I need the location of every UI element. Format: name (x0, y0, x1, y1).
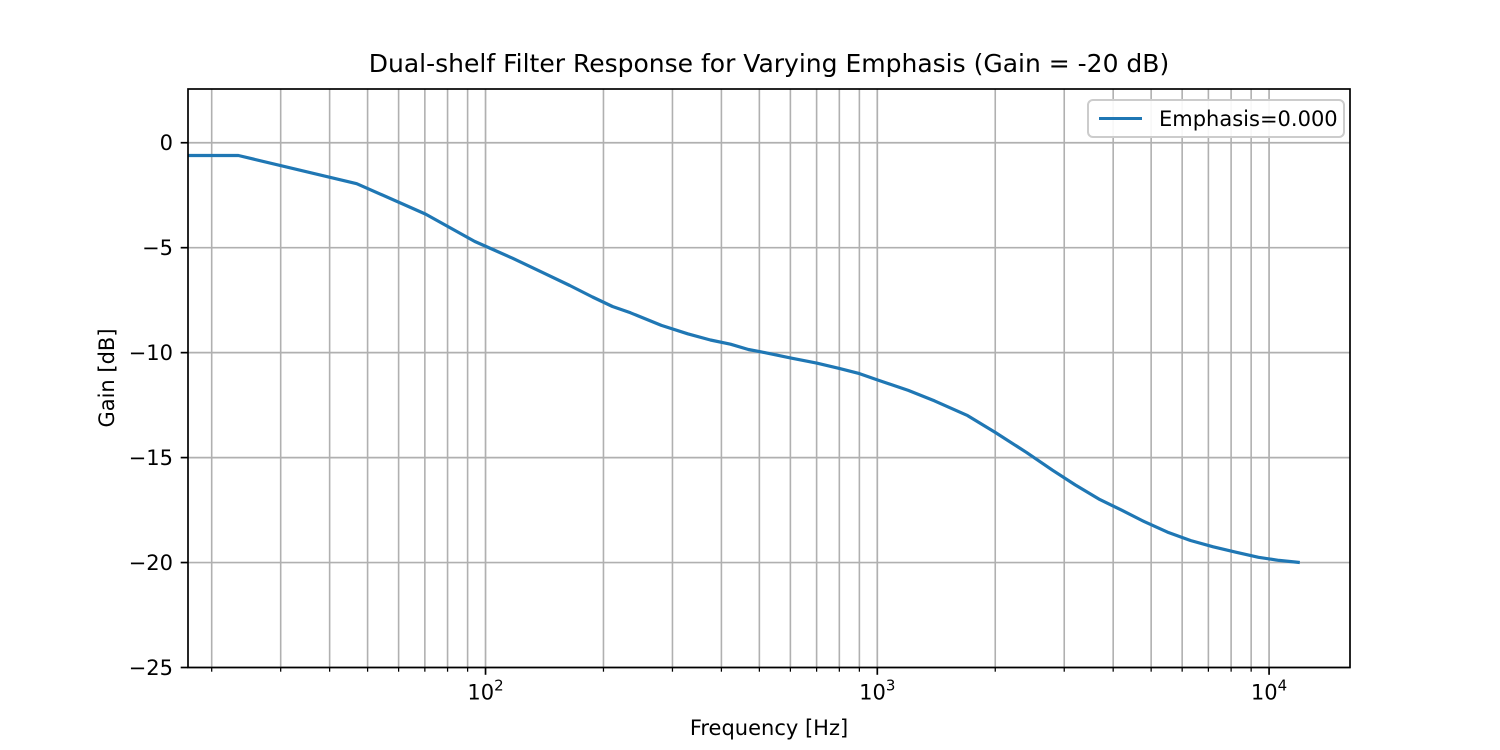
y-tick-label: 0 (160, 131, 173, 155)
chart-title: Dual-shelf Filter Response for Varying E… (368, 49, 1170, 78)
filter-response-line (188, 153, 1300, 565)
legend-line-sample (1099, 116, 1142, 121)
y-tick-label: −15 (129, 446, 173, 470)
y-axis-label: Gain [dB] (95, 328, 119, 428)
legend: Emphasis=0.000 (1087, 99, 1345, 138)
y-tick-label: −25 (129, 656, 173, 680)
y-tick-label: −20 (129, 551, 173, 575)
y-tick-label: −10 (129, 341, 173, 365)
x-tick-label: 104 (1251, 677, 1287, 705)
x-tick-label: 103 (859, 677, 895, 705)
legend-label: Emphasis=0.000 (1159, 106, 1338, 131)
x-axis-label: Frequency [Hz] (689, 716, 849, 740)
x-tick-label: 102 (467, 677, 503, 705)
y-tick-label: −5 (142, 236, 173, 260)
axes-box (187, 88, 1351, 669)
